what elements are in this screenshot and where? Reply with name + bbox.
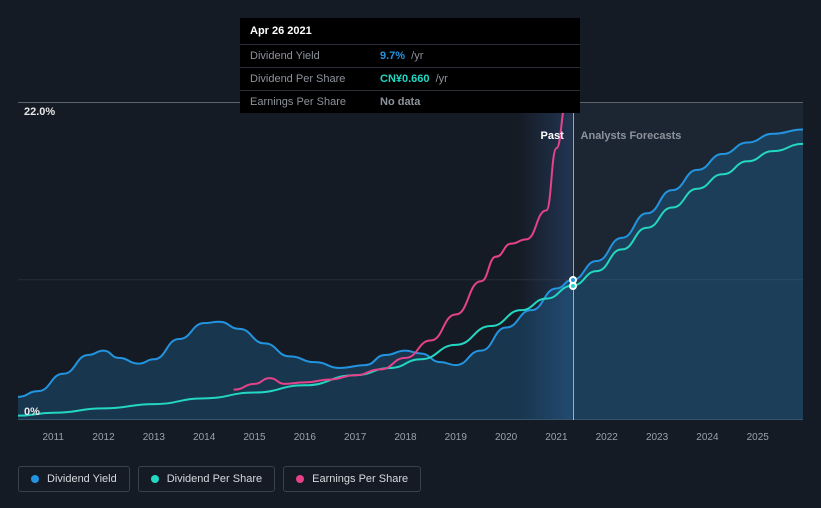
legend-dot-icon	[151, 475, 159, 483]
tooltip-row-value: CN¥0.660 /yr	[380, 73, 448, 85]
dividend-chart: 22.0% 0% 2011201220132014201520162017201…	[0, 0, 821, 508]
legend-item-label: Dividend Per Share	[167, 473, 262, 485]
tooltip-row-unit: /yr	[433, 73, 448, 85]
x-axis-label: 2013	[143, 432, 165, 443]
plot-area[interactable]	[18, 102, 803, 420]
cursor-line	[573, 102, 574, 420]
x-axis-label: 2024	[696, 432, 718, 443]
x-axis: 2011 2012 2013 2014 2015 2016 2017 2018 2019 2020…	[18, 432, 803, 448]
tooltip-row: Dividend Yield9.7% /yr	[240, 45, 580, 68]
x-axis-label: 2020	[495, 432, 517, 443]
x-axis-label: 2011	[42, 432, 64, 443]
x-axis-label: 2025	[747, 432, 769, 443]
tooltip-row-label: Dividend Yield	[250, 50, 380, 62]
x-axis-label: 2023	[646, 432, 668, 443]
x-axis-label: 2012	[92, 432, 114, 443]
x-axis-label: 2019	[445, 432, 467, 443]
x-axis-label: 2022	[596, 432, 618, 443]
region-label-forecast: Analysts Forecasts	[581, 130, 682, 142]
tooltip-row: Dividend Per ShareCN¥0.660 /yr	[240, 68, 580, 91]
chart-svg	[18, 102, 803, 420]
y-axis-label-min: 0%	[24, 406, 40, 418]
tooltip-row-label: Dividend Per Share	[250, 73, 380, 85]
x-axis-label: 2017	[344, 432, 366, 443]
legend: Dividend Yield Dividend Per Share Earnings…	[18, 466, 421, 492]
legend-dot-icon	[296, 475, 304, 483]
legend-item-dividend_yield[interactable]: Dividend Yield	[18, 466, 130, 492]
tooltip-row: Earnings Per ShareNo data	[240, 91, 580, 113]
tooltip: Apr 26 2021 Dividend Yield9.7% /yrDivide…	[240, 18, 580, 113]
legend-item-dividend_per_share[interactable]: Dividend Per Share	[138, 466, 275, 492]
x-axis-label: 2015	[243, 432, 265, 443]
legend-item-label: Dividend Yield	[47, 473, 117, 485]
y-axis-label-max: 22.0%	[24, 106, 55, 118]
legend-item-earnings_per_share[interactable]: Earnings Per Share	[283, 466, 421, 492]
tooltip-row-label: Earnings Per Share	[250, 96, 380, 108]
region-label-past: Past	[541, 130, 564, 142]
x-axis-label: 2016	[294, 432, 316, 443]
legend-dot-icon	[31, 475, 39, 483]
tooltip-row-unit: /yr	[408, 50, 423, 62]
tooltip-row-value: 9.7% /yr	[380, 50, 423, 62]
cursor-marker-dividend_per_share	[569, 282, 577, 290]
x-axis-label: 2014	[193, 432, 215, 443]
tooltip-row-value: No data	[380, 96, 420, 108]
x-axis-label: 2021	[545, 432, 567, 443]
tooltip-date: Apr 26 2021	[240, 18, 580, 45]
x-axis-label: 2018	[394, 432, 416, 443]
legend-item-label: Earnings Per Share	[312, 473, 408, 485]
